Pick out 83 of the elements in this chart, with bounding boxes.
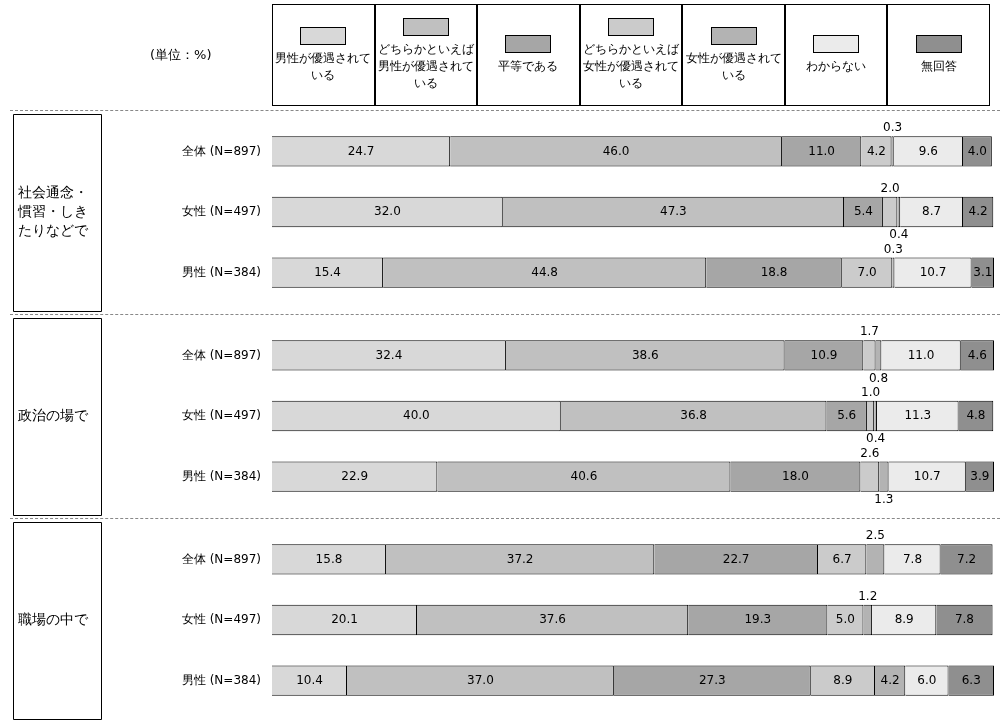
y-tick-label: 男性 (N=384) bbox=[181, 672, 261, 687]
legend-label: わからない bbox=[806, 58, 867, 75]
data-label: 4.2 bbox=[880, 672, 900, 687]
data-label: 10.9 bbox=[810, 347, 838, 362]
data-label: 27.3 bbox=[698, 672, 726, 687]
data-label: 1.7 bbox=[859, 324, 879, 339]
data-label: 7.0 bbox=[857, 264, 877, 279]
data-label: 5.6 bbox=[837, 408, 857, 423]
data-label: 19.3 bbox=[744, 612, 772, 627]
text: (単位：%) bbox=[150, 46, 212, 64]
data-label: 40.6 bbox=[570, 468, 598, 483]
data-label: 0.4 bbox=[866, 431, 886, 446]
y-tick-label: 女性 (N=497) bbox=[181, 204, 261, 219]
data-label: 11.3 bbox=[904, 408, 932, 423]
data-label: 37.0 bbox=[467, 672, 494, 687]
data-label: 10.7 bbox=[913, 468, 941, 483]
legend-label: どちらかといえば女性が優遇されている bbox=[582, 41, 680, 92]
legend-label: 女性が優遇されている bbox=[685, 49, 782, 84]
data-label: 32.4 bbox=[375, 347, 403, 362]
y-tick-label: 全体 (N=897) bbox=[181, 551, 261, 566]
data-label: 4.2 bbox=[866, 143, 886, 158]
data-label: 8.9 bbox=[833, 672, 853, 687]
data-label: 2.0 bbox=[880, 180, 900, 195]
y-tick-label: 女性 (N=497) bbox=[181, 612, 261, 627]
data-label: 4.0 bbox=[967, 143, 987, 158]
y-axis-title: 社会通念・慣習・しきたりなどで bbox=[17, 183, 89, 238]
data-label: 2.6 bbox=[860, 445, 880, 460]
data-label: 10.7 bbox=[919, 264, 947, 279]
data-label: 36.8 bbox=[680, 408, 708, 423]
data-label: 32.0 bbox=[374, 204, 401, 219]
data-label: 22.7 bbox=[722, 551, 750, 566]
data-label: 0.4 bbox=[889, 227, 909, 242]
data-label: 44.8 bbox=[531, 264, 558, 279]
data-label: 11.0 bbox=[907, 347, 935, 362]
data-label: 37.6 bbox=[539, 612, 566, 627]
y-tick-label: 女性 (N=497) bbox=[181, 408, 261, 423]
data-label: 7.8 bbox=[902, 551, 923, 566]
data-label: 20.1 bbox=[331, 612, 358, 627]
data-label: 1.0 bbox=[860, 384, 881, 399]
data-label: 1.3 bbox=[874, 491, 894, 506]
legend-label: 平等である bbox=[498, 58, 559, 75]
data-label: 5.0 bbox=[835, 612, 855, 627]
data-label: 10.4 bbox=[296, 672, 323, 687]
legend-label: 男性が優遇されている bbox=[275, 49, 372, 84]
data-label: 8.9 bbox=[894, 612, 914, 627]
y-tick-label: 男性 (N=384) bbox=[181, 468, 261, 483]
data-label: 1.2 bbox=[858, 588, 878, 603]
data-label: 0.3 bbox=[883, 241, 903, 256]
data-label: 4.6 bbox=[967, 347, 987, 362]
data-label: 38.6 bbox=[631, 347, 659, 362]
data-label: 5.4 bbox=[853, 204, 873, 219]
data-label: 7.2 bbox=[957, 551, 977, 566]
data-label: 4.2 bbox=[968, 204, 988, 219]
legend-label: どちらかといえば男性が優遇されている bbox=[377, 41, 475, 92]
data-label: 11.0 bbox=[808, 143, 835, 158]
data-label: 3.9 bbox=[970, 468, 990, 483]
data-label: 40.0 bbox=[403, 408, 430, 423]
data-label: 15.4 bbox=[314, 264, 341, 279]
data-label: 7.8 bbox=[954, 612, 974, 627]
data-label: 6.7 bbox=[832, 551, 852, 566]
data-label: 37.2 bbox=[506, 551, 534, 566]
y-tick-label: 男性 (N=384) bbox=[181, 264, 261, 279]
data-label: 0.3 bbox=[883, 120, 903, 135]
data-label: 6.0 bbox=[917, 672, 937, 687]
y-tick-label: 全体 (N=897) bbox=[181, 143, 261, 158]
data-label: 2.5 bbox=[865, 528, 885, 543]
data-label: 3.1 bbox=[973, 264, 993, 279]
y-tick-label: 全体 (N=897) bbox=[181, 347, 261, 362]
data-label: 8.7 bbox=[922, 204, 942, 219]
legend-label: 無回答 bbox=[920, 58, 957, 75]
y-axis-title: 職場の中で bbox=[18, 610, 89, 627]
data-label: 22.9 bbox=[341, 468, 369, 483]
data-label: 18.0 bbox=[782, 468, 809, 483]
data-label: 0.8 bbox=[868, 370, 889, 385]
data-label: 9.6 bbox=[918, 143, 938, 158]
data-label: 18.8 bbox=[760, 264, 788, 279]
data-label: 46.0 bbox=[602, 143, 630, 158]
data-label: 4.8 bbox=[966, 408, 986, 423]
data-label: 6.3 bbox=[961, 672, 981, 687]
data-label: 15.8 bbox=[315, 551, 343, 566]
data-label: 47.3 bbox=[660, 204, 687, 219]
y-axis-title: 政治の場で bbox=[18, 406, 89, 423]
data-label: 24.7 bbox=[347, 143, 375, 158]
